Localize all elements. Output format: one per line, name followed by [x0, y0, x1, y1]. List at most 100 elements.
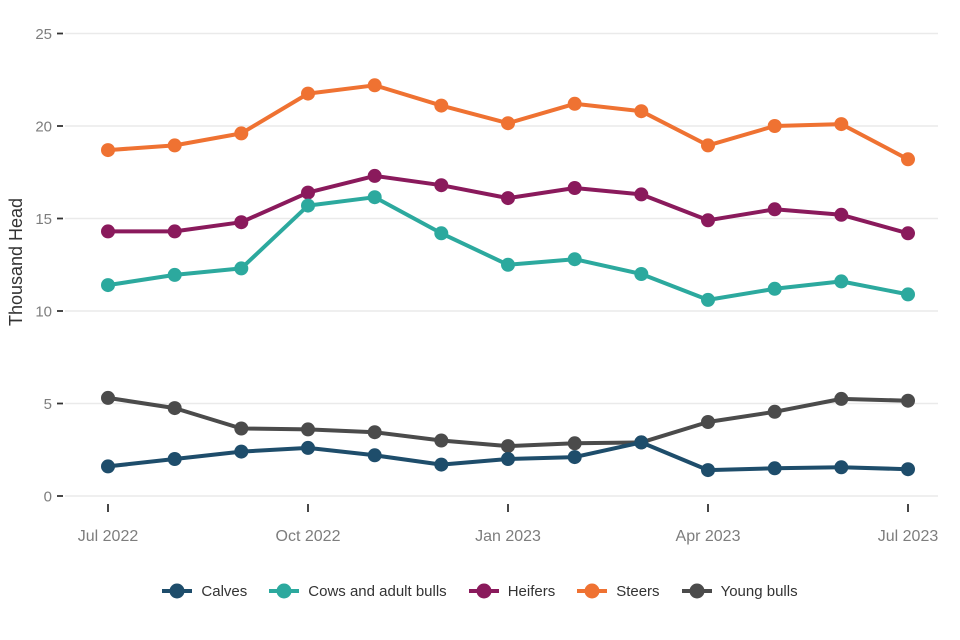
series-point-steers-8	[634, 104, 649, 119]
series-point-cows-and-adult-bulls-5	[434, 226, 449, 241]
x-tick-label-jul-2022: Jul 2022	[78, 528, 139, 545]
series-point-heifers-0	[101, 224, 115, 239]
legend-key-young-bulls	[681, 583, 712, 599]
legend-item-heifers: Heifers	[468, 582, 555, 600]
series-point-heifers-6	[501, 191, 515, 206]
series-point-cows-and-adult-bulls-12	[901, 287, 915, 302]
series-point-heifers-7	[567, 181, 582, 195]
series-point-young-bulls-3	[301, 422, 315, 437]
series-point-cows-and-adult-bulls-3	[301, 198, 315, 213]
series-point-calves-5	[434, 457, 449, 472]
legend-key-point-steers	[584, 583, 600, 599]
series-point-cows-and-adult-bulls-4	[367, 190, 382, 205]
series-point-calves-7	[567, 450, 582, 465]
series-point-young-bulls-10	[767, 404, 782, 419]
x-tick-label-apr-2023: Apr 2023	[676, 528, 741, 545]
series-point-calves-12	[901, 462, 915, 477]
series-point-calves-9	[701, 463, 715, 478]
series-point-cows-and-adult-bulls-9	[701, 292, 715, 307]
series-point-calves-1	[167, 452, 182, 466]
series-steers	[101, 78, 915, 167]
y-tick-label-25: 25	[35, 26, 52, 43]
series-point-heifers-10	[767, 202, 782, 217]
series-point-young-bulls-6	[501, 439, 515, 454]
series-point-heifers-8	[634, 187, 649, 202]
legend-label-calves: Calves	[201, 582, 248, 600]
series-point-heifers-3	[301, 185, 315, 200]
series-point-calves-0	[101, 459, 115, 474]
series-point-steers-12	[901, 152, 915, 167]
series-layer	[101, 78, 915, 478]
legend-item-cows-and-adult-bulls: Cows and adult bulls	[269, 582, 447, 600]
series-point-steers-1	[167, 138, 182, 153]
grid-layer	[65, 32, 938, 497]
series-point-heifers-12	[901, 226, 915, 241]
y-tick-label-0: 0	[44, 489, 52, 506]
series-point-cows-and-adult-bulls-11	[834, 274, 849, 289]
series-point-calves-3	[301, 440, 315, 455]
series-point-young-bulls-9	[701, 415, 715, 429]
legend-key-point-cows-and-adult-bulls	[276, 583, 292, 599]
y-axis-title: Thousand Head	[6, 198, 26, 326]
legend-key-steers	[577, 583, 608, 599]
series-point-steers-5	[434, 98, 449, 113]
series-point-cows-and-adult-bulls-6	[501, 257, 515, 272]
series-cows-and-adult-bulls	[101, 190, 915, 307]
legend-item-young-bulls: Young bulls	[681, 582, 798, 600]
y-tick-label-15: 15	[35, 211, 52, 228]
series-point-heifers-2	[234, 215, 249, 230]
legend-label-steers: Steers	[616, 582, 660, 600]
series-point-calves-10	[767, 461, 782, 476]
series-point-steers-11	[834, 117, 849, 132]
legend-key-calves	[162, 583, 193, 599]
series-point-young-bulls-1	[167, 401, 182, 416]
series-point-calves-2	[234, 444, 249, 459]
series-line-cows-and-adult-bulls	[106, 195, 910, 302]
legend-key-point-heifers	[476, 583, 492, 599]
legend-key-point-young-bulls	[689, 583, 705, 599]
y-tick-label-20: 20	[35, 119, 52, 136]
series-calves	[101, 435, 915, 478]
series-point-cows-and-adult-bulls-0	[101, 278, 115, 293]
series-point-calves-4	[367, 448, 382, 463]
axis-layer: 0 5 10 15 20 25 Jul 2022 Oct 2022 Jan 2023 Apr 20…	[35, 26, 938, 545]
series-point-young-bulls-2	[234, 421, 249, 436]
series-young-bulls	[101, 390, 915, 454]
series-line-young-bulls	[106, 395, 910, 449]
series-point-young-bulls-7	[567, 436, 582, 451]
series-point-young-bulls-11	[834, 391, 849, 406]
series-point-heifers-1	[167, 224, 182, 239]
series-point-steers-10	[767, 119, 782, 133]
legend-key-point-calves	[169, 583, 185, 599]
legend: Calves Cows and adult bulls Heifers Steers Y…	[0, 582, 960, 600]
y-tick-label-10: 10	[35, 304, 52, 321]
series-point-cows-and-adult-bulls-7	[567, 252, 582, 267]
series-point-cows-and-adult-bulls-8	[634, 267, 649, 281]
series-point-heifers-11	[834, 207, 849, 222]
series-point-steers-7	[567, 96, 582, 111]
x-tick-label-oct-2022: Oct 2022	[276, 528, 341, 545]
series-point-steers-6	[501, 116, 515, 131]
legend-label-cows-and-adult-bulls: Cows and adult bulls	[308, 582, 447, 600]
series-point-young-bulls-12	[901, 393, 915, 408]
y-tick-label-5: 5	[44, 396, 52, 413]
series-point-young-bulls-0	[101, 390, 115, 405]
series-heifers	[101, 168, 915, 241]
series-point-steers-0	[101, 143, 115, 158]
series-point-young-bulls-4	[367, 425, 382, 440]
series-point-heifers-5	[434, 178, 449, 193]
series-point-steers-3	[301, 86, 315, 101]
series-point-cows-and-adult-bulls-2	[234, 261, 249, 276]
series-point-cows-and-adult-bulls-1	[167, 267, 182, 282]
series-point-calves-8	[634, 435, 649, 450]
legend-key-cows-and-adult-bulls	[269, 583, 300, 599]
series-point-steers-4	[367, 78, 382, 93]
legend-item-steers: Steers	[577, 582, 660, 600]
series-point-young-bulls-5	[434, 433, 449, 448]
legend-key-heifers	[468, 583, 499, 599]
series-point-cows-and-adult-bulls-10	[767, 281, 782, 296]
series-point-heifers-4	[367, 168, 382, 183]
series-point-calves-6	[501, 452, 515, 466]
